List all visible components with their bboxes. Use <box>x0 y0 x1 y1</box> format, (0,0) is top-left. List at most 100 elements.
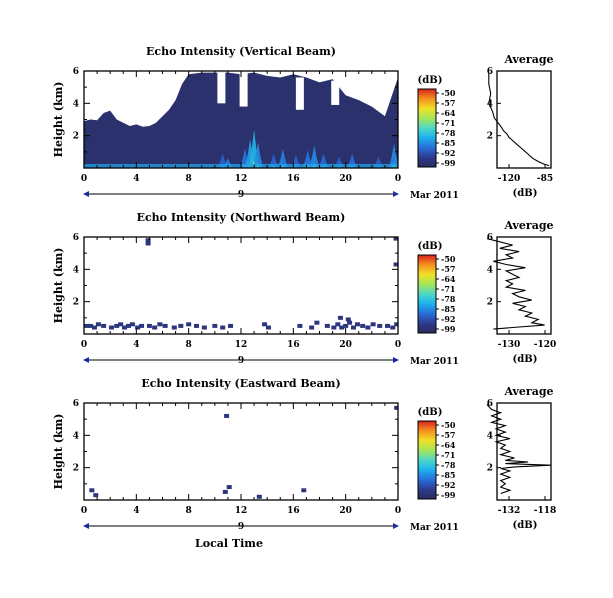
x-tick-label: 12 <box>235 174 248 184</box>
colorbar-tick-label: -78 <box>441 128 456 138</box>
colorbar-segment <box>418 495 436 498</box>
colorbar-segment <box>418 422 436 426</box>
colorbar-segment <box>418 481 436 484</box>
panel-1: Echo Intensity (Vertical Beam) Height (km… <box>52 45 554 201</box>
x-tick-label: 16 <box>287 506 300 516</box>
x-tick-label: 12 <box>235 340 248 350</box>
echo-cell <box>95 322 101 327</box>
colorbar-tick-label: -85 <box>441 304 455 314</box>
date-label: Mar 2011 <box>410 523 459 533</box>
colorbar-segment <box>418 430 436 434</box>
colorbar-segment <box>418 450 436 453</box>
colorbar-segment <box>418 303 436 307</box>
y-tick-label: 4 <box>73 265 79 275</box>
colorbar-segment <box>418 98 436 102</box>
colorbar-tick-label: -57 <box>441 98 455 108</box>
echo-cell <box>309 325 315 330</box>
echo-cell <box>354 322 360 327</box>
echo-gap <box>217 72 226 104</box>
echo-cell <box>145 241 151 246</box>
colorbar-segment <box>418 255 436 258</box>
y-tick-label: 6 <box>73 67 79 77</box>
colorbar-tick-label: -99 <box>441 158 456 168</box>
average-y-tick-label: 4 <box>487 265 493 275</box>
colorbar-segment <box>418 131 436 135</box>
colorbar-segment <box>418 139 436 143</box>
echo-cell <box>139 323 145 328</box>
colorbar-tick-label: -64 <box>441 274 456 284</box>
date-label: Mar 2011 <box>410 191 459 201</box>
colorbar-segment <box>418 108 436 111</box>
average-x-tick-label: -85 <box>537 174 553 184</box>
echo-cell <box>339 325 345 330</box>
colorbar-segment <box>418 475 436 478</box>
echo-cell <box>157 322 163 327</box>
colorbar-segment <box>418 432 436 436</box>
echo-cell <box>370 322 376 327</box>
x-tick-label: 4 <box>133 340 139 350</box>
colorbar-segment <box>418 282 436 285</box>
x-tick-label: 12 <box>235 506 248 516</box>
y-tick-label: 4 <box>73 431 79 441</box>
echo-cell <box>118 322 124 327</box>
colorbar-segment <box>418 278 436 281</box>
panel-2: Echo Intensity (Northward Beam) Height (k… <box>52 211 556 367</box>
colorbar-segment <box>418 491 436 494</box>
colorbar-segment <box>418 294 436 297</box>
echo-cell <box>93 493 99 498</box>
echo-cell <box>212 323 218 328</box>
colorbar-segment <box>418 256 436 260</box>
average-profile-line <box>488 72 550 167</box>
colorbar-tick-label: -78 <box>441 460 456 470</box>
plot-area <box>84 72 398 168</box>
colorbar-tick-label: -50 <box>441 88 456 98</box>
colorbar-segment <box>418 128 436 131</box>
x-axis-label: Local Time <box>195 537 263 550</box>
average-x-label: (dB) <box>513 354 538 365</box>
colorbar-segment <box>418 118 436 121</box>
colorbar-segment <box>418 297 436 301</box>
colorbar-segment <box>418 465 436 469</box>
colorbar-segment <box>418 325 436 328</box>
average-title: Average <box>503 53 553 66</box>
colorbar-segment <box>418 161 436 164</box>
colorbar-segment <box>418 428 436 432</box>
average-y-tick-label: 6 <box>487 233 493 243</box>
x-tick-label: 20 <box>339 174 352 184</box>
colorbar-label: (dB) <box>418 241 443 252</box>
colorbar-segment <box>418 442 436 445</box>
x-tick-label: 0 <box>395 340 401 350</box>
colorbar-segment <box>418 100 436 104</box>
colorbar-segment <box>418 485 436 488</box>
echo-cell <box>178 323 184 328</box>
average-frame <box>496 70 552 169</box>
x-tick-label: 4 <box>133 174 139 184</box>
colorbar-segment <box>418 497 436 500</box>
echo-cell <box>171 325 177 330</box>
echo-plume <box>302 150 313 168</box>
colorbar-segment <box>418 157 436 160</box>
echo-cell <box>347 320 353 325</box>
colorbar-segment <box>418 295 436 299</box>
echo-gap <box>239 72 248 107</box>
colorbar-segment <box>418 264 436 268</box>
day-label: 9 <box>238 190 244 200</box>
colorbar-tick-label: -92 <box>441 314 455 324</box>
colorbar-frame <box>417 254 437 334</box>
average-y-tick-label: 6 <box>487 399 493 409</box>
x-tick-label: 16 <box>287 174 300 184</box>
colorbar-segment <box>418 421 436 424</box>
x-tick-label: 20 <box>339 340 352 350</box>
day-bar-end-arrow <box>393 357 399 363</box>
colorbar-segment <box>418 276 436 279</box>
x-tick-label: 8 <box>186 174 192 184</box>
colorbar-segment <box>418 323 436 326</box>
colorbar-segment <box>418 469 436 473</box>
colorbar-segment <box>418 327 436 330</box>
echo-gap <box>295 77 304 110</box>
colorbar-segment <box>418 493 436 496</box>
x-tick-label: 0 <box>395 174 401 184</box>
echo-cell <box>101 323 107 328</box>
colorbar-segment <box>418 292 436 295</box>
colorbar-segment <box>418 313 436 316</box>
